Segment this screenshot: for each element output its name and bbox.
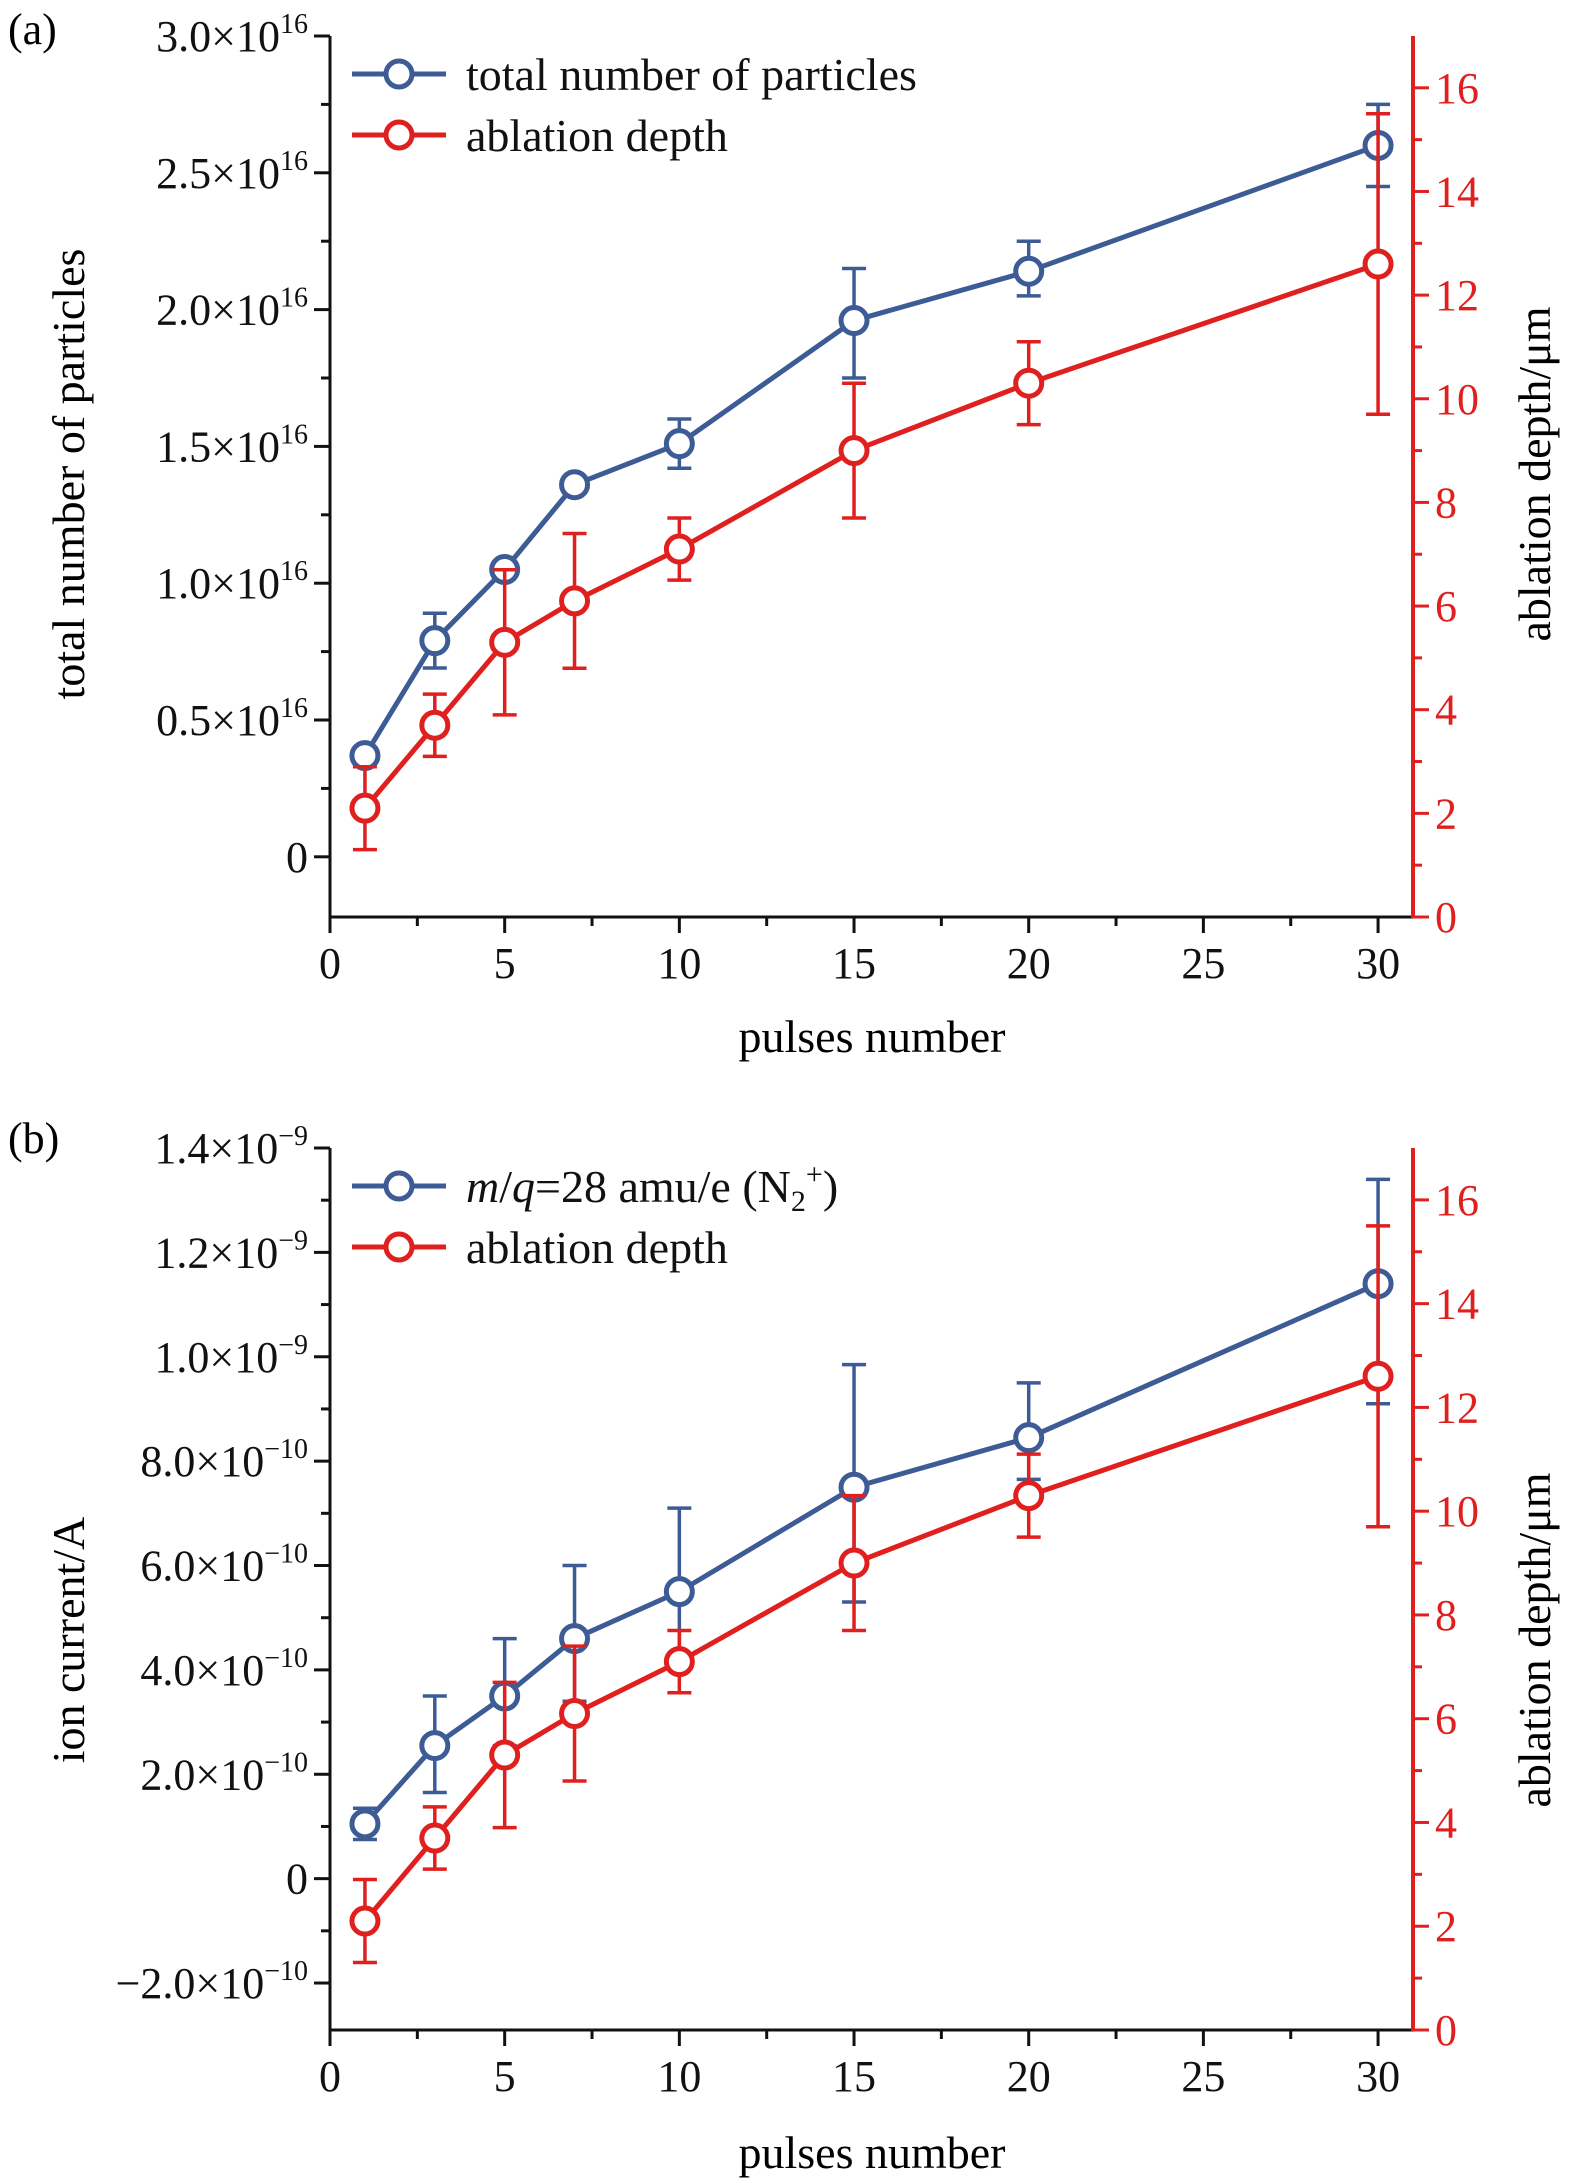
panel-b-right-tick-label: 6 [1435, 1695, 1457, 1744]
panel-b-left-tick-label: 4.0×10−10 [140, 1643, 308, 1695]
panel-b-x-tick-label: 10 [657, 2052, 701, 2101]
panel-a-right-tick-label: 12 [1435, 271, 1479, 320]
panel-b-left-tick-label: 1.4×10−9 [154, 1121, 308, 1173]
panel-b-right-tick-label: 4 [1435, 1798, 1457, 1847]
panel-b-plot: 0 5 10 15 20 25 30−2.0×10−1002.0×10−104.0×10−1… [116, 1121, 1479, 2101]
panel-a-legend-marker [383, 119, 415, 151]
panel-b-label: (b) [8, 1114, 59, 1163]
panel-a-right-series-point [489, 626, 521, 658]
panel-b-left-tick-label: 1.2×10−9 [154, 1225, 308, 1277]
panel-a-right-tick-label: 8 [1435, 478, 1457, 527]
panel-a-left-tick-label: 0.5×1016 [156, 693, 308, 745]
panel-b-right-series-point [663, 1646, 695, 1678]
panel-a-left-series-line [362, 143, 1379, 757]
panel-b-left-tick-label: 2.0×10−10 [140, 1747, 308, 1799]
panel-b-x-tick-label: 20 [1007, 2052, 1051, 2101]
panel-a-right-series-point [1362, 248, 1394, 280]
panel-a-left-series-point [349, 740, 381, 772]
panel-a-right-series-point [349, 792, 381, 824]
panel-b-right-series-point [489, 1739, 521, 1771]
panel-a-x-tick-label: 0 [319, 939, 341, 988]
panel-a-x-tick-label: 10 [657, 939, 701, 988]
panel-a-left-axis-title: total number of particles [43, 249, 94, 700]
panel-a-left-series-point [1013, 255, 1045, 287]
panel-b-left-tick-label: 6.0×10−10 [140, 1539, 308, 1591]
panel-a-x-tick-label: 15 [832, 939, 876, 988]
panel-a-legend-label: ablation depth [466, 110, 728, 161]
panel-b-right-tick-label: 12 [1435, 1383, 1479, 1432]
panel-b-x-tick-label: 0 [319, 2052, 341, 2101]
panel-a-left-tick-label: 2.5×1016 [156, 146, 308, 198]
panel-b-right-tick-label: 16 [1435, 1176, 1479, 1225]
panel-b-legend-marker [383, 1170, 415, 1202]
panel-a-plot: 0 5 10 15 20 25 3000.5×10161.0×10161.5×10162.0… [156, 9, 1479, 988]
panel-a-left-series-point [419, 625, 451, 657]
panel-a-left-tick-label: 1.5×1016 [156, 419, 308, 471]
panel-b-x-tick-label: 30 [1356, 2052, 1400, 2101]
panel-b-right-series-point [559, 1698, 591, 1730]
panel-b-left-axis-title: ion current/A [43, 1517, 94, 1764]
panel-a-left-series-point [838, 305, 870, 337]
panel-a-legend-label: total number of particles [466, 49, 917, 100]
panel-a-x-axis-title: pulses number [738, 1011, 1005, 1062]
panel-a-right-tick-label: 4 [1435, 686, 1457, 735]
panel-a-x-tick-label: 5 [494, 939, 516, 988]
panel-b-x-tick-label: 15 [832, 2052, 876, 2101]
panel-a-left-tick-label: 3.0×1016 [156, 9, 308, 61]
panel-b-right-tick-label: 2 [1435, 1902, 1457, 1951]
panel-a-left-series-point [663, 428, 695, 460]
panel-b-right-series-point [838, 1547, 870, 1579]
panel-b-x-axis-title: pulses number [738, 2127, 1005, 2178]
panel-b-right-series-point [419, 1822, 451, 1854]
panel-b-left-tick-label: 1.0×10−9 [154, 1330, 308, 1382]
panel-b-right-axis-title: ablation depth/μm [1509, 1472, 1560, 1807]
panel-a-right-series-point [838, 435, 870, 467]
panel-b-right-series-point [349, 1905, 381, 1937]
panel-a-right-series-point [1013, 367, 1045, 399]
panel-a-right-series-point [419, 709, 451, 741]
panel-a-right-tick-label: 14 [1435, 167, 1479, 216]
panel-b-left-series-point [349, 1808, 381, 1840]
panel-b-left-tick-label: −2.0×10−10 [116, 1956, 308, 2008]
panel-a-left-tick-label: 0 [286, 833, 308, 882]
panel-b-legend-marker [383, 1231, 415, 1263]
panel-b-legend-label: m/q=28 amu/e (N2+) [466, 1158, 838, 1218]
panel-b-left-tick-label: 8.0×10−10 [140, 1434, 308, 1486]
panel-b-right-tick-label: 14 [1435, 1280, 1479, 1329]
panel-a: (a) 0 5 10 15 20 25 3000.5×10161.0×10161.5×101… [8, 5, 1560, 1062]
panel-a-x-tick-label: 25 [1181, 939, 1225, 988]
panel-b-left-series-point [663, 1576, 695, 1608]
panel-a-right-tick-label: 2 [1435, 789, 1457, 838]
panel-a-left-tick-label: 2.0×1016 [156, 283, 308, 335]
panel-a-legend-marker [383, 58, 415, 90]
panel-a-right-tick-label: 0 [1435, 893, 1457, 942]
panel-a-x-tick-label: 20 [1007, 939, 1051, 988]
panel-b-right-series-line [363, 1373, 1379, 1923]
panel-a-label: (a) [8, 5, 57, 54]
panel-a-right-series-line [363, 261, 1379, 810]
panel-b-left-series-point [419, 1730, 451, 1762]
panel-a-right-series-point [663, 533, 695, 565]
panel-a-right-axis-title: ablation depth/μm [1509, 306, 1560, 641]
panel-b-right-series-point [1362, 1360, 1394, 1392]
panel-a-right-series-point [559, 585, 591, 617]
panel-b-right-series-point [1013, 1480, 1045, 1512]
panel-b-x-tick-label: 5 [494, 2052, 516, 2101]
panel-a-right-tick-label: 6 [1435, 582, 1457, 631]
panel-a-x-tick-label: 30 [1356, 939, 1400, 988]
panel-a-left-tick-label: 1.0×1016 [156, 556, 308, 608]
panel-a-right-tick-label: 16 [1435, 64, 1479, 113]
panel-b-right-tick-label: 10 [1435, 1487, 1479, 1536]
panel-b-right-tick-label: 8 [1435, 1591, 1457, 1640]
panel-a-right-tick-label: 10 [1435, 375, 1479, 424]
panel-b-x-tick-label: 25 [1181, 2052, 1225, 2101]
panel-a-left-series-point [559, 469, 591, 501]
panel-b-left-tick-label: 0 [286, 1855, 308, 1904]
panel-b-legend-label: ablation depth [466, 1222, 728, 1273]
panel-b-right-tick-label: 0 [1435, 2006, 1457, 2055]
panel-b-left-series-point [1013, 1422, 1045, 1454]
panel-b: (b) 0 5 10 15 20 25 30−2.0×10−1002.0×10−104.0×… [8, 1114, 1560, 2178]
